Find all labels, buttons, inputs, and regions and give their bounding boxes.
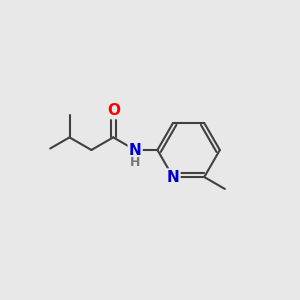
Text: N: N <box>167 169 179 184</box>
Text: O: O <box>107 103 120 118</box>
Text: H: H <box>130 156 140 169</box>
Text: N: N <box>129 142 142 158</box>
